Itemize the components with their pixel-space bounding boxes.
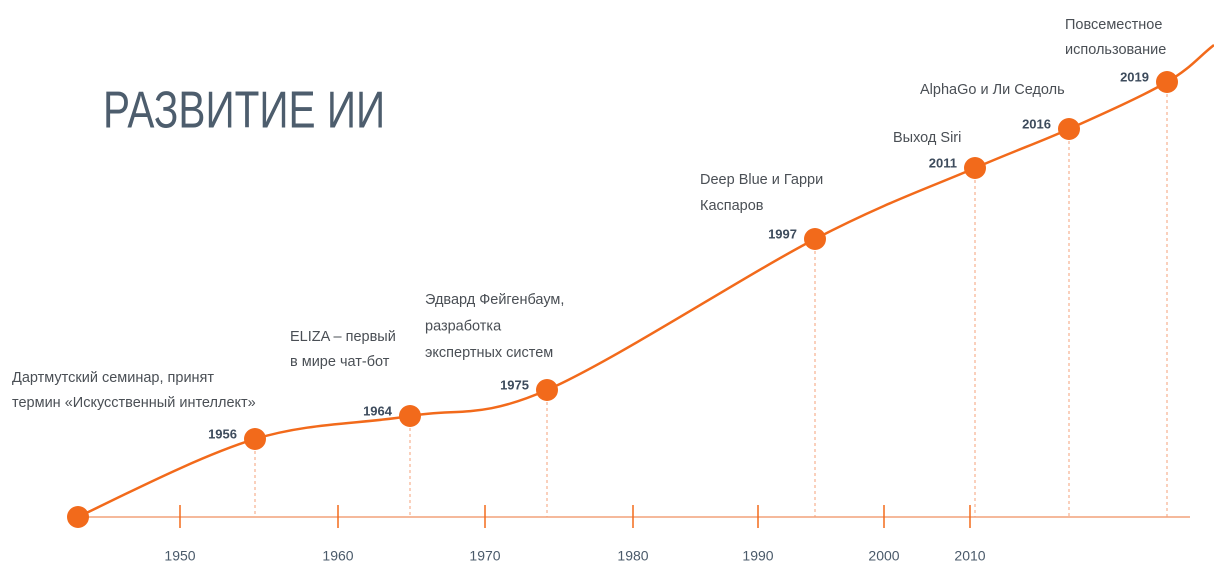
- event-year: 1997: [768, 226, 797, 241]
- event-dot: [1058, 118, 1080, 140]
- axis-label: 1960: [322, 548, 353, 564]
- axis-label: 2010: [954, 548, 985, 564]
- event-text: Каспаров: [700, 198, 764, 214]
- event-text: Deep Blue и Гарри: [700, 172, 823, 188]
- event-text: разработка: [425, 318, 502, 334]
- axis-label: 2000: [868, 548, 899, 564]
- event-year: 1956: [208, 426, 237, 441]
- axis-label: 1990: [742, 548, 773, 564]
- event-dot: [244, 428, 266, 450]
- event-text: Выход Siri: [893, 130, 961, 146]
- title: РАЗВИТИЕ ИИ: [103, 81, 385, 139]
- event-text: ELIZA – первый: [290, 329, 396, 345]
- event-text: термин «Искусственный интеллект»: [12, 395, 256, 411]
- event-text: Повсеместное: [1065, 17, 1162, 33]
- event-dot: [536, 379, 558, 401]
- event-year: 2011: [929, 155, 957, 170]
- event-year: 2019: [1120, 69, 1149, 84]
- event-dot: [1156, 71, 1178, 93]
- axis-label: 1980: [617, 548, 648, 564]
- event-text: Дартмутский семинар, принят: [12, 370, 214, 386]
- event-dot: [399, 405, 421, 427]
- event-text: Эдвард Фейгенбаум,: [425, 292, 564, 308]
- start-dot: [67, 506, 89, 528]
- event-text: использование: [1065, 42, 1166, 58]
- event-text: AlphaGo и Ли Седоль: [920, 82, 1065, 98]
- event-dot: [804, 228, 826, 250]
- event-year: 1975: [500, 377, 529, 392]
- timeline-curve: [77, 44, 1214, 519]
- event-dot: [964, 157, 986, 179]
- event-year: 2016: [1022, 116, 1051, 131]
- event-text: экспертных систем: [425, 345, 553, 361]
- axis-label: 1950: [164, 548, 195, 564]
- event-year: 1964: [363, 403, 393, 418]
- event-text: в мире чат-бот: [290, 354, 390, 370]
- axis-label: 1970: [469, 548, 500, 564]
